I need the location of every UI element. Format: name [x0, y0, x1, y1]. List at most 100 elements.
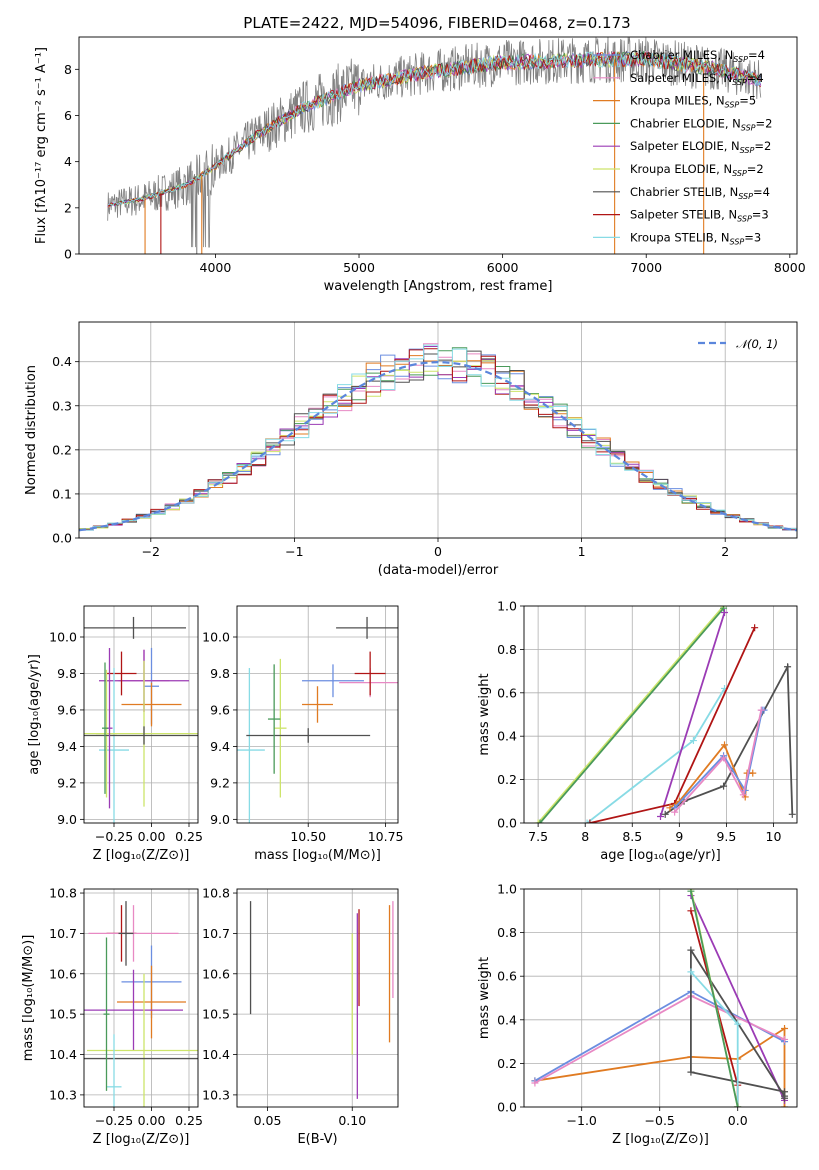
y-tick-label: 0.0	[497, 1100, 517, 1115]
weight_vs_Z-frame	[523, 888, 798, 1108]
x-tick-label: 0	[434, 544, 442, 559]
age_vs_mass-errorbars	[237, 616, 398, 823]
y-axis-label: Normed distribution	[24, 365, 39, 495]
y-tick-label: 0.6	[497, 685, 517, 700]
y-tick-label: 10.8	[49, 886, 77, 901]
weight-point-marker	[781, 1092, 789, 1100]
y-tick-label: 0.2	[52, 442, 72, 457]
legend-text: Salpeter ELODIE, N	[630, 139, 740, 153]
legend-suffix: =2	[754, 139, 771, 153]
weight-point-marker	[734, 1103, 742, 1107]
y-tick-label: 0.0	[52, 531, 72, 546]
y-axis-label: Flux [fλ10⁻¹⁷ erg cm⁻² s⁻¹ A⁻¹]	[34, 47, 49, 244]
legend-subscript: SSP	[737, 215, 752, 224]
x-axis-label: Z [log₁₀(Z/Z⊙)]	[93, 1132, 190, 1147]
age_vs_Z-frame	[83, 605, 199, 824]
legend-suffix: =4	[753, 185, 770, 199]
legend-suffix: =3	[752, 208, 769, 222]
age_vs_mass-axes: 10.50 10.75 9.0 9.2 9.4 9.6 9.8 10.0 mass [log₁₀…	[202, 606, 404, 863]
weight-point-marker	[687, 889, 695, 895]
x-tick-label: 10.50	[290, 829, 326, 844]
weight-point-marker	[751, 624, 759, 632]
weight-point-marker	[749, 769, 757, 777]
weight-point-marker	[734, 1020, 742, 1028]
residual-legend: 𝒩(0, 1)	[698, 337, 778, 351]
y-tick-label: 10.5	[202, 1007, 230, 1022]
weight-point-marker	[671, 808, 679, 816]
y-tick-label: 10.6	[49, 966, 77, 981]
weight-point-marker	[534, 819, 542, 823]
weight-point-marker	[689, 737, 697, 745]
legend-suffix: =2	[756, 116, 773, 130]
legend-subscript: SSP	[738, 192, 753, 201]
legend-subscript: SSP	[725, 101, 740, 110]
x-axis-label: age [log₁₀(age/yr)]	[600, 848, 721, 863]
weight-point-marker	[583, 819, 591, 823]
histogram-step	[79, 344, 797, 531]
x-tick-label: 9.5	[716, 829, 736, 844]
weight-series-line	[690, 971, 739, 1107]
x-tick-label: 7000	[630, 260, 662, 275]
weight-point-marker	[687, 946, 695, 954]
weight_vs_age-lines	[534, 606, 796, 823]
y-tick-label: 0.2	[497, 772, 517, 787]
x-tick-label: 0.25	[175, 829, 203, 844]
legend-suffix: =4	[748, 48, 765, 62]
y-tick-label: 10.5	[49, 1007, 77, 1022]
y-tick-label: 0.4	[497, 729, 517, 744]
y-tick-label: 9.2	[210, 775, 230, 790]
x-tick-label: 8000	[774, 260, 806, 275]
age_vs_Z-errorbars	[84, 616, 198, 823]
residuals-frame	[78, 321, 798, 539]
weight-point-marker	[687, 968, 695, 976]
legend-entry-label: Chabrier MILES, NSSP=4	[630, 48, 765, 64]
weight-point-marker	[781, 1025, 789, 1033]
x-tick-label: −0.25	[95, 1113, 133, 1128]
model-spectrum-line	[107, 51, 762, 207]
weight-point-marker	[757, 706, 765, 714]
y-tick-label: 6	[64, 108, 72, 123]
y-tick-label: 10.0	[49, 630, 77, 645]
x-tick-label: 0.00	[138, 1113, 166, 1128]
legend-subscript: SSP	[732, 169, 747, 178]
weight-point-marker	[788, 810, 796, 818]
figure-title: PLATE=2422, MJD=54096, FIBERID=0468, z=0…	[243, 14, 630, 32]
y-axis-label: mass weight	[477, 673, 492, 755]
x-tick-label: −0.25	[95, 829, 133, 844]
weight-series-line	[539, 607, 725, 823]
y-tick-label: 10.8	[202, 886, 230, 901]
weight-series-line	[537, 606, 725, 823]
spectrum-axes: 4000 5000 6000 7000 8000 0 2 4 6 8 wavelength [Ang…	[34, 47, 806, 294]
x-tick-label: 10.75	[368, 829, 404, 844]
x-tick-label: 0.00	[138, 829, 166, 844]
x-tick-label: 5000	[343, 260, 375, 275]
weight-point-marker	[721, 609, 729, 617]
y-tick-label: 0.1	[52, 486, 72, 501]
y-tick-label: 0.8	[497, 925, 517, 940]
age_vs_mass-frame	[236, 605, 399, 824]
residuals-axes: −2 −1 0 1 2 0.0 0.1 0.2 0.3 0.4 (data-model)/error…	[24, 322, 797, 578]
weight-series-line	[586, 688, 726, 823]
x-tick-label: 9	[675, 829, 683, 844]
y-tick-label: 0.0	[497, 816, 517, 831]
mass_vs_Z-axes: −0.25 0.00 0.25 10.3 10.4 10.5 10.6 10.7 10.8 Z […	[21, 886, 203, 1147]
legend-suffix: =4	[747, 71, 764, 85]
x-tick-label: 4000	[200, 260, 232, 275]
weight-series-line	[659, 612, 726, 817]
weight-point-marker	[784, 663, 792, 671]
legend-entry-label: Kroupa MILES, NSSP=5	[630, 94, 756, 110]
x-axis-label: (data-model)/error	[378, 563, 499, 578]
y-axis-label: mass weight	[477, 957, 492, 1039]
plot-panels: 4000 5000 6000 7000 8000 0 2 4 6 8 wavelength [Ang…	[21, 36, 806, 1147]
x-tick-label: −1.0	[567, 1113, 597, 1128]
y-tick-label: 2	[64, 200, 72, 215]
y-tick-label: 0.4	[497, 1012, 517, 1027]
x-axis-label: Z [log₁₀(Z/Z⊙)]	[612, 1132, 709, 1147]
y-tick-label: 10.0	[202, 630, 230, 645]
x-tick-label: 8.5	[622, 829, 642, 844]
weight-point-marker	[657, 812, 664, 820]
model-spectrum-line	[107, 50, 762, 207]
weight-point-marker	[739, 791, 747, 799]
mass_vs_Z-frame	[83, 888, 199, 1108]
